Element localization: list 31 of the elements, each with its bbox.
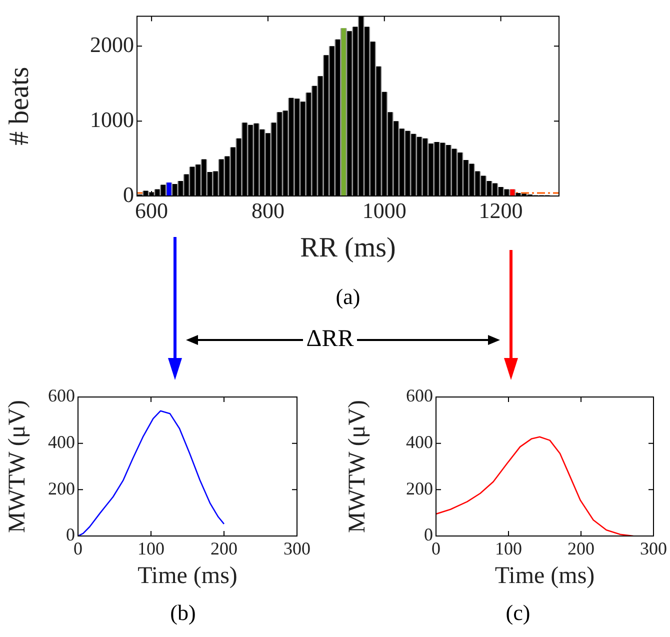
y-tick-label: 200	[48, 478, 75, 498]
x-tick-label: 1000	[362, 198, 406, 223]
text: ΔRR	[306, 326, 354, 353]
x-tick-label: 300	[284, 538, 310, 559]
y-tick-label: 0	[424, 524, 433, 545]
text: (c)	[506, 600, 530, 626]
x-axis-title: Time (ms)	[494, 562, 595, 589]
x-tick-label: 200	[568, 538, 594, 559]
y-axis-title: MWTW (μV)	[344, 400, 371, 534]
y-tick-label: 400	[406, 432, 433, 452]
x-axis-title: Time (ms)	[138, 562, 238, 589]
y-tick-label: 1000	[90, 106, 134, 132]
x-tick-label: 100	[138, 538, 164, 559]
text: (b)	[170, 600, 196, 626]
x-tick-label: 600	[135, 198, 168, 223]
y-axis-title: # beats	[4, 66, 36, 146]
text: (a)	[336, 284, 360, 310]
x-tick-label: 1200	[478, 198, 523, 223]
y-tick-label: 0	[123, 182, 134, 207]
y-tick-label: 600	[48, 386, 75, 406]
x-tick-label: 800	[251, 198, 284, 223]
y-tick-label: 200	[406, 478, 433, 498]
x-tick-label: 200	[210, 538, 238, 559]
x-tick-label: 100	[495, 538, 522, 559]
y-tick-label: 2000	[90, 32, 134, 57]
y-tick-label: 0	[66, 524, 75, 545]
x-tick-label: 300	[640, 538, 667, 559]
x-axis-title: RR (ms)	[300, 232, 396, 264]
y-tick-label: 600	[406, 386, 433, 406]
y-axis-title: MWTW (μV)	[4, 400, 31, 534]
y-tick-label: 400	[48, 432, 75, 452]
